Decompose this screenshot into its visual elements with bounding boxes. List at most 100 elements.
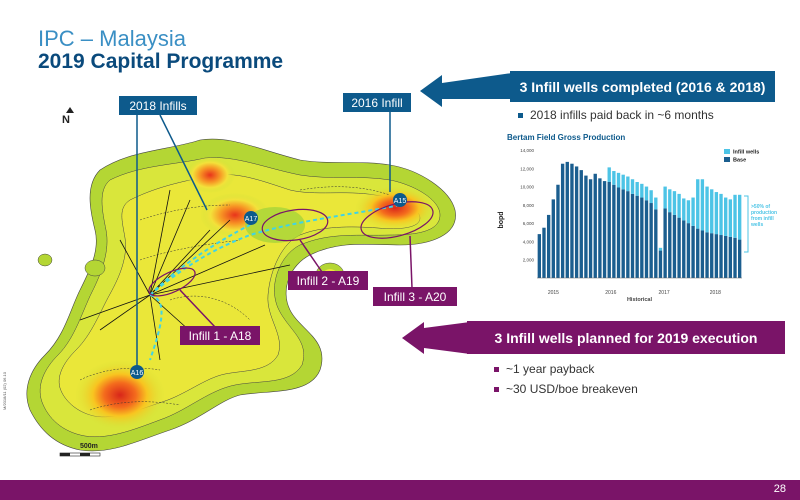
bar-base [733,237,737,278]
planned-bullet-item: ~30 USD/boe breakeven [494,382,638,396]
footer-bar: 28 [0,480,800,500]
production-chart: Bertam Field Gross Production 14,000 12,0… [498,133,777,303]
bar-base [691,225,695,278]
legend-swatch [724,157,730,162]
bar-base [560,163,565,278]
bar-infill [682,198,686,221]
callout-completed: 3 Infill wells completed (2016 & 2018) [510,71,775,102]
bar-infill [737,194,742,240]
bar-base [570,163,574,278]
bar-base [696,228,700,278]
label-infill-1: Infill 1 - A18 [180,326,260,345]
bar-base [537,234,542,278]
bar-infill [714,192,719,235]
bar-infill [724,197,728,236]
bar-base [682,220,686,278]
bar-infill [635,182,639,196]
completed-bullet-item: 2018 infills paid back in ~6 months [518,108,714,122]
bar-base [654,209,658,278]
arrow-completed-icon [420,73,512,107]
bar-infill [700,179,705,231]
well-a15-label: A15 [394,198,407,205]
bar-base [710,233,714,278]
bar-base [658,250,663,278]
bar-base [714,234,719,278]
bar-base [546,214,551,278]
bar-base [598,178,602,278]
bar-base [700,230,705,278]
y-tick-label: 2,000 [523,258,535,263]
year-label: 2016 [605,290,616,296]
bar-base [724,235,728,278]
bar-infill [710,189,714,234]
bar-infill [672,191,677,215]
bar-base [621,189,625,278]
bar-base [607,182,611,278]
y-tick-label: 4,000 [523,239,535,244]
bar-base [542,227,546,278]
map-code: M/2018/11 (02) 06.10 [2,372,7,410]
bar-base [593,173,597,278]
bar-infill [630,179,635,194]
well-markers [130,193,407,379]
bar-infill [691,197,695,226]
bar-infill [649,190,653,204]
bar-base [686,223,691,278]
bar-base [556,184,560,278]
bar-base [588,179,593,278]
year-label: 2015 [548,290,559,296]
well-a16-label: A16 [131,370,144,377]
slide-subtitle: 2019 Capital Programme [38,50,284,73]
bar-infill [658,247,663,251]
x-axis-label: Historical [627,297,653,303]
callout-planned: 3 Infill wells planned for 2019 executio… [467,321,785,354]
bar-base [737,239,742,278]
chart-title: Bertam Field Gross Production [507,133,625,142]
bar-infill [644,186,649,201]
planned-bullet-item: ~1 year payback [494,362,638,376]
bar-base [612,184,616,278]
y-tick-label: 12,000 [520,166,534,171]
y-tick-label: 8,000 [523,203,535,208]
bar-base [719,235,723,278]
bar-infill [719,193,723,236]
legend-swatch [724,149,730,154]
bar-base [672,214,677,278]
bar-base [635,195,639,278]
bar-base [705,232,709,278]
bar-base [640,197,644,278]
bar-infill [668,189,672,213]
bar-infill [663,186,667,209]
bar-base [584,175,588,278]
bar-base [602,181,607,278]
bar-infill [733,194,737,238]
bar-base [644,200,649,278]
year-label: 2018 [710,290,721,296]
bar-infill [607,167,611,182]
bar-infill [626,176,630,192]
bar-infill [696,179,700,229]
bar-base [677,217,681,278]
bar-infill [616,172,621,188]
bar-infill [728,199,733,237]
bar-infill [705,186,709,233]
slide-title: IPC – Malaysia [38,26,186,51]
well-a17-label: A17 [245,216,258,223]
y-tick-label: 6,000 [523,221,535,226]
legend-label: Base [733,158,746,164]
y-tick-label: 10,000 [520,185,534,190]
bar-base [574,166,579,278]
y-tick-label: 14,000 [520,148,534,153]
bar-base [579,170,583,278]
label-2018-infills: 2018 Infills [119,96,197,115]
bar-infill [654,197,658,210]
legend-label: Infill wells [733,150,759,156]
completed-bullets: 2018 infills paid back in ~6 months [518,108,714,128]
scale-label: 500m [80,443,98,450]
page-number: 28 [773,483,786,495]
bar-base [551,199,555,278]
y-axis-label: bopd [498,211,505,228]
label-infill-2: Infill 2 - A19 [288,271,368,290]
arrow-planned-icon [402,322,470,354]
planned-bullets: ~1 year payback ~30 USD/boe breakeven [494,362,638,402]
